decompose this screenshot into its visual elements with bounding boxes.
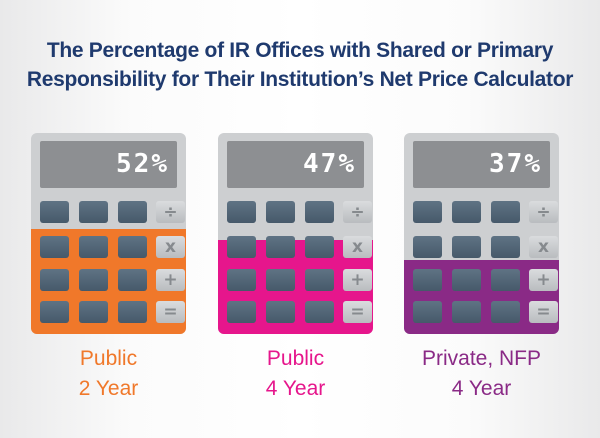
number-key xyxy=(266,269,295,291)
number-key xyxy=(79,201,108,223)
category-label: Public 4 Year xyxy=(218,344,373,404)
plus-key: + xyxy=(156,269,185,291)
percentage-readout: 37% xyxy=(489,149,542,179)
number-key xyxy=(266,236,295,258)
number-key xyxy=(452,301,481,323)
divide-key: ÷ xyxy=(529,201,558,223)
calculator-screen: 52% xyxy=(40,141,177,188)
number-key xyxy=(118,269,147,291)
plus-key: + xyxy=(529,269,558,291)
number-key xyxy=(305,301,334,323)
calculator-screen: 47% xyxy=(227,141,364,188)
number-key xyxy=(491,301,520,323)
number-key xyxy=(40,301,69,323)
multiply-key: x xyxy=(156,236,185,258)
number-key xyxy=(491,201,520,223)
number-key xyxy=(118,301,147,323)
number-key xyxy=(40,269,69,291)
category-label-line-1: Private, NFP xyxy=(421,347,542,370)
multiply-key: x xyxy=(529,236,558,258)
number-key xyxy=(491,236,520,258)
category-label: Private, NFP 4 Year xyxy=(404,344,559,404)
chart-title: The Percentage of IR Offices with Shared… xyxy=(0,36,600,94)
number-key xyxy=(305,201,334,223)
calculator-screen: 37% xyxy=(413,141,550,188)
equals-key: = xyxy=(529,301,558,323)
number-key xyxy=(227,201,256,223)
number-key xyxy=(413,236,442,258)
number-key xyxy=(305,269,334,291)
calculator-bar: 47% ÷ x + = xyxy=(218,133,373,334)
divide-key: ÷ xyxy=(343,201,372,223)
percentage-readout: 47% xyxy=(303,149,356,179)
number-key xyxy=(227,301,256,323)
equals-key: = xyxy=(156,301,185,323)
number-key xyxy=(227,269,256,291)
number-key xyxy=(227,236,256,258)
category-label-line-2: 4 Year xyxy=(265,377,326,400)
category-label: Public 2 Year xyxy=(31,344,186,404)
calculator-bar: 52% ÷ x + = xyxy=(31,133,186,334)
category-label-line-1: Public xyxy=(79,347,138,370)
number-key xyxy=(305,236,334,258)
number-key xyxy=(266,301,295,323)
number-key xyxy=(452,201,481,223)
number-key xyxy=(413,301,442,323)
number-key xyxy=(491,269,520,291)
number-key xyxy=(452,269,481,291)
number-key xyxy=(452,236,481,258)
number-key xyxy=(79,301,108,323)
number-key xyxy=(266,201,295,223)
chart-title-line-2: Responsibility for Their Institution’s N… xyxy=(26,68,574,91)
plus-key: + xyxy=(343,269,372,291)
equals-key: = xyxy=(343,301,372,323)
number-key xyxy=(40,236,69,258)
number-key xyxy=(118,201,147,223)
number-key xyxy=(40,201,69,223)
chart-title-line-1: The Percentage of IR Offices with Shared… xyxy=(46,39,554,62)
number-key xyxy=(413,201,442,223)
number-key xyxy=(79,236,108,258)
multiply-key: x xyxy=(343,236,372,258)
category-label-line-2: 2 Year xyxy=(78,377,139,400)
number-key xyxy=(79,269,108,291)
category-label-line-1: Public xyxy=(266,347,325,370)
number-key xyxy=(118,236,147,258)
divide-key: ÷ xyxy=(156,201,185,223)
number-key xyxy=(413,269,442,291)
percentage-readout: 52% xyxy=(116,149,169,179)
category-label-line-2: 4 Year xyxy=(451,377,512,400)
calculator-bar: 37% ÷ x + = xyxy=(404,133,559,334)
